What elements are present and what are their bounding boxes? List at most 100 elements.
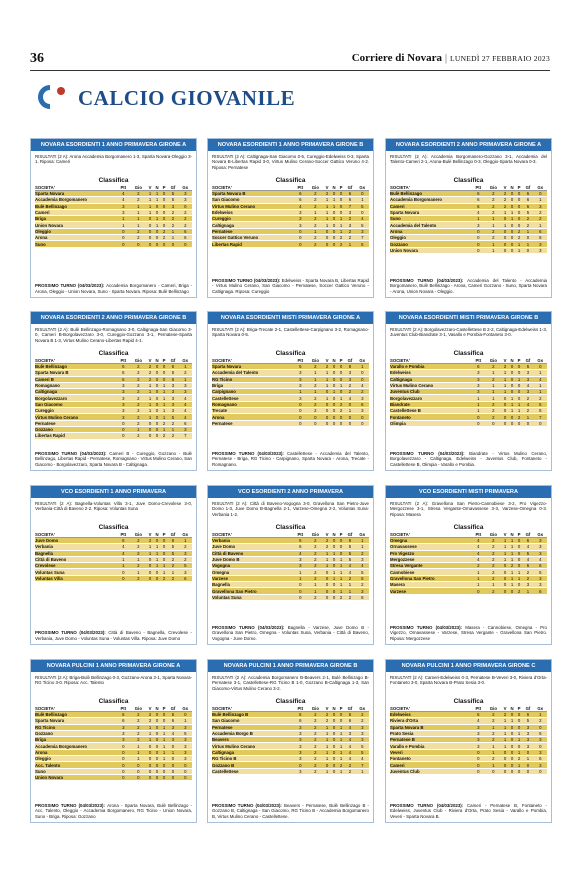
stat-cell: 1: [323, 369, 331, 377]
team-name: Omegna: [212, 568, 294, 576]
stat-cell: 3: [116, 736, 130, 744]
stat-cell: 1: [471, 407, 485, 415]
stat-cell: 1: [501, 382, 509, 390]
stat-cell: 6: [344, 190, 356, 198]
stat-cell: 0: [178, 240, 192, 248]
table-row: Varzese 0 2 0 0 2 1 6: [390, 587, 547, 595]
stat-cell: 0: [116, 432, 130, 440]
stat-cell: 0: [153, 240, 161, 248]
results-text: RISULTATI (2 A): Gravellona San Pietro-C…: [390, 501, 547, 517]
column-header: Gs: [178, 358, 192, 364]
stat-cell: 6: [471, 190, 485, 198]
stat-cell: 3: [293, 376, 307, 383]
stat-cell: 0: [501, 228, 509, 236]
stat-cell: 1: [337, 742, 345, 750]
standings-panel: VCO ESORDIENTI MISTI PRIMAVERA RISULTATI …: [385, 485, 552, 645]
team-name: Città di Baveno: [212, 550, 294, 557]
stat-cell: 0: [501, 581, 509, 589]
stat-cell: 1: [323, 196, 331, 204]
stat-cell: 5: [355, 221, 369, 229]
stat-cell: 1: [344, 581, 356, 589]
classifica-heading: Classifica: [275, 177, 306, 184]
stat-cell: 3: [533, 537, 547, 545]
results-text: RISULTATI (2 A): Arona Accademia Borgoma…: [35, 154, 192, 165]
stat-cell: 1: [323, 755, 331, 763]
next-round-label: PROSSIMO TURNO (04/03/2023):: [35, 450, 110, 456]
stat-cell: 6: [355, 594, 369, 601]
stat-cell: 0: [515, 369, 523, 377]
stat-cell: 0: [116, 234, 130, 242]
stat-cell: 1: [337, 228, 345, 236]
stat-cell: 3: [293, 724, 307, 731]
stat-cell: 5: [167, 196, 179, 204]
stat-cell: 0: [330, 730, 338, 738]
results-text: RISULTATI (2 A): Briga-Trecate 2-1, Cast…: [212, 327, 369, 338]
table-row: Virtus Mulino Cerano 3 1 1 0 0 4 1: [390, 382, 547, 390]
stat-cell: 0: [153, 575, 161, 583]
stat-cell: 1: [307, 388, 324, 396]
issue-date: LUNEDÌ 27 FEBBRAIO 2023: [449, 54, 550, 63]
table-row: Edelweiss 3 1 1 0 0 3 1: [390, 369, 547, 377]
stat-cell: 5: [167, 190, 179, 198]
stat-cell: 3: [178, 190, 192, 198]
stat-cell: 2: [167, 432, 179, 440]
stat-cell: 1: [471, 575, 485, 583]
stat-cell: 0: [337, 196, 345, 204]
column-header: V: [501, 532, 509, 538]
next-round-text: PROSSIMO TURNO (04/03/2023): Accademia B…: [35, 283, 192, 294]
stat-cell: 0: [344, 420, 356, 427]
team-name: Accademia Borgomanero: [390, 196, 472, 204]
table-row: Pernatese 0 0 0 0 0 0 0: [212, 420, 369, 427]
stat-cell: 6: [293, 190, 307, 198]
stat-cell: 2: [485, 413, 502, 421]
stat-cell: 1: [485, 724, 502, 731]
stat-cell: 1: [167, 749, 179, 757]
team-name: Vogogna: [212, 562, 294, 570]
next-round-fixtures: Cameri B - Cureggio, Gozzano - Bulè Bell…: [35, 450, 192, 467]
table-row: Vogogna 3 2 1 0 1 4 4: [212, 562, 369, 570]
stat-cell: 0: [330, 369, 338, 377]
team-name: Castellettese B: [390, 407, 472, 415]
stat-cell: 6: [178, 234, 192, 242]
table-row: Arona 0 1 0 0 1 1 3: [35, 749, 192, 757]
stat-cell: 2: [323, 717, 331, 725]
stat-cell: 0: [153, 234, 161, 242]
table-header-row: SOCIETA' Ptt Gio V N P Gf Gs: [212, 706, 369, 712]
table-row: Bagnella 0 1 0 0 1 1 2: [212, 581, 369, 589]
column-header: Gio: [485, 358, 502, 364]
stat-cell: 1: [323, 394, 331, 402]
stat-cell: 0: [323, 587, 331, 595]
stat-cell: 3: [533, 761, 547, 769]
stat-cell: 0: [337, 190, 345, 198]
stat-cell: 3: [471, 736, 485, 744]
team-name: Mergozzese: [390, 556, 472, 564]
table-row: Virtus Mulino Cerano 3 2 1 0 1 4 5: [212, 742, 369, 750]
column-header: V: [501, 706, 509, 712]
stat-cell: 6: [344, 537, 356, 545]
stat-cell: 7: [355, 234, 369, 242]
stat-cell: 1: [323, 724, 331, 731]
column-header: N: [330, 185, 338, 191]
stat-cell: 3: [167, 407, 179, 415]
stat-cell: 2: [307, 394, 324, 402]
panel-title: NOVARA ESORDIENTI 2 ANNO PRIMAVERA GIRON…: [31, 312, 196, 324]
stat-cell: 6: [522, 196, 534, 204]
stat-cell: 1: [508, 568, 516, 576]
stat-cell: 0: [330, 413, 338, 421]
stat-cell: 0: [146, 240, 154, 248]
stat-cell: 1: [485, 394, 502, 402]
column-header: V: [323, 532, 331, 538]
table-row: Borgolavezzaro 3 2 1 0 1 3 4: [35, 394, 192, 402]
column-header: SOCIETA': [212, 706, 294, 712]
column-header: V: [146, 706, 154, 712]
stat-cell: 5: [522, 717, 534, 725]
stat-cell: 2: [522, 407, 534, 415]
stat-cell: 3: [167, 394, 179, 402]
stat-cell: 0: [293, 761, 307, 769]
stat-cell: 1: [130, 749, 147, 757]
stat-cell: 0: [515, 221, 523, 229]
column-header: Ptt: [293, 532, 307, 538]
stat-cell: 0: [167, 774, 179, 782]
stat-cell: 0: [337, 717, 345, 725]
